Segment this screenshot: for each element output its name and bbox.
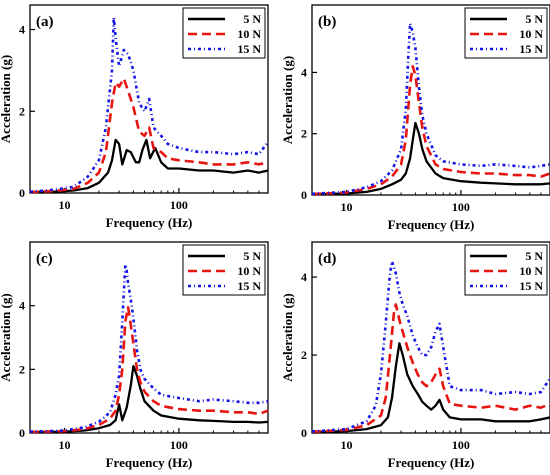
legend-label: 15 N	[519, 279, 543, 293]
legend: 5 N10 N15 N	[182, 244, 266, 296]
y-tick-label: 0	[301, 188, 307, 202]
legend-label: 10 N	[237, 264, 261, 278]
x-axis-title: Frequency (Hz)	[388, 217, 475, 232]
series-line-5n	[29, 138, 269, 194]
chart-panel-4: 10 100 0 2 4 (d) 5 N10 N15 N Frequency (Hz) Acce…	[280, 241, 550, 470]
series-line-5n	[311, 121, 550, 196]
legend-label: 5 N	[525, 249, 543, 263]
y-axis-title: Acceleration (g)	[0, 293, 13, 381]
legend-label: 15 N	[237, 42, 261, 56]
y-tick-label: 0	[19, 186, 25, 200]
y-tick-label: 2	[19, 104, 25, 118]
legend-label: 15 N	[237, 279, 261, 293]
legend-label: 10 N	[519, 264, 543, 278]
x-tick-label: 100	[170, 438, 188, 452]
chart-panel-3: 10 100 0 2 4 (c) 5 N10 N15 N Frequency (Hz) Acce…	[0, 241, 269, 470]
legend-label: 5 N	[243, 249, 261, 263]
legend-label: 5 N	[525, 12, 543, 26]
legend-label: 10 N	[237, 27, 261, 41]
chart-panel-2: 10 100 0 2 4 (b) 5 N10 N15 N Frequency (Hz) Acce…	[280, 4, 550, 232]
series-line-15n	[29, 16, 270, 194]
series-line-10n	[29, 77, 269, 194]
legend-label: 15 N	[519, 42, 543, 56]
panel-label: (a)	[36, 14, 54, 30]
series-line-5n	[311, 342, 550, 434]
plot-frame	[311, 241, 550, 434]
plot-frame	[29, 4, 269, 194]
x-axis-title: Frequency (Hz)	[106, 215, 193, 230]
legend: 5 N10 N15 N	[464, 244, 548, 296]
series-line-5n	[29, 364, 269, 434]
x-axis-title: Frequency (Hz)	[388, 455, 475, 470]
series-line-15n	[311, 260, 550, 433]
y-axis-title: Acceleration (g)	[280, 293, 295, 381]
y-tick-label: 2	[301, 348, 307, 362]
y-tick-label: 4	[301, 65, 307, 79]
y-axis-title: Acceleration (g)	[0, 55, 13, 143]
series-line-10n	[311, 303, 550, 434]
chart-panel-1: 10 100 0 2 4 (a) 5 N10 N15 N Frequency (Hz) Acce…	[0, 4, 270, 230]
y-tick-label: 4	[19, 299, 25, 313]
legend: 5 N10 N15 N	[182, 7, 266, 59]
y-tick-label: 0	[301, 426, 307, 440]
panel-label: (b)	[318, 14, 336, 30]
panel-label: (c)	[36, 251, 53, 267]
series-line-10n	[311, 65, 550, 196]
x-tick-label: 10	[58, 438, 70, 452]
x-tick-label: 10	[340, 438, 352, 452]
y-tick-label: 4	[19, 23, 25, 37]
panel-label: (d)	[318, 251, 336, 267]
x-tick-label: 10	[340, 200, 352, 214]
series-line-10n	[29, 306, 269, 434]
series-line-15n	[311, 22, 550, 196]
x-tick-label: 10	[58, 198, 70, 212]
legend-label: 5 N	[243, 12, 261, 26]
x-tick-label: 100	[452, 438, 470, 452]
plot-frame	[311, 4, 550, 196]
x-axis-title: Frequency (Hz)	[106, 455, 193, 470]
x-tick-label: 100	[452, 200, 470, 214]
series-line-15n	[29, 263, 269, 433]
legend-label: 10 N	[519, 27, 543, 41]
y-tick-label: 2	[19, 362, 25, 376]
y-tick-label: 2	[301, 127, 307, 141]
y-tick-label: 4	[301, 270, 307, 284]
x-tick-label: 100	[170, 198, 188, 212]
legend: 5 N10 N15 N	[464, 7, 548, 59]
y-axis-title: Acceleration (g)	[280, 56, 295, 144]
plot-frame	[29, 241, 269, 434]
y-tick-label: 0	[19, 426, 25, 440]
